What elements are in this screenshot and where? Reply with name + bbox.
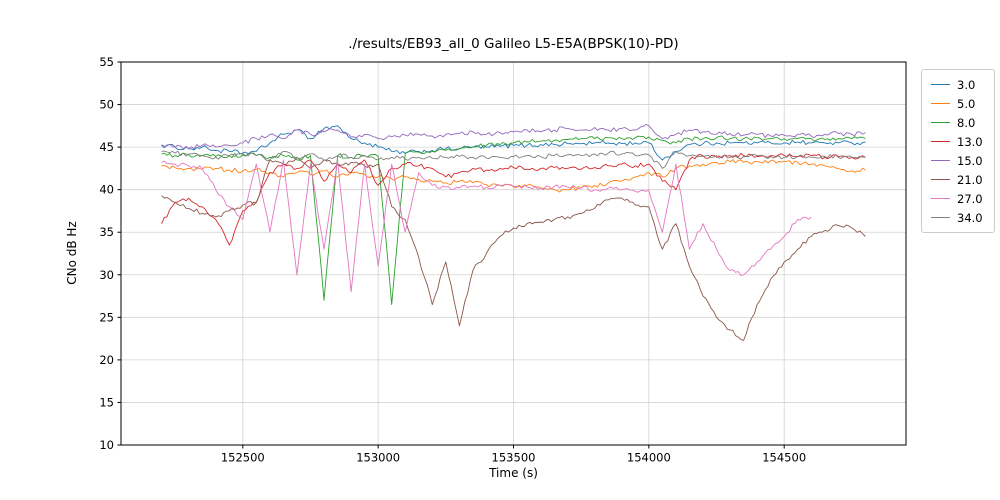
x-axis-label: Time (s) <box>489 466 538 480</box>
series-line-15.0 <box>161 123 866 150</box>
legend-item: 27.0 <box>922 189 994 208</box>
legend-item-label: 27.0 <box>957 191 983 206</box>
y-tick-label: 10 <box>99 438 114 452</box>
x-tick-label: 153000 <box>356 451 400 465</box>
series-line-3.0 <box>161 125 866 161</box>
x-tick-label: 152500 <box>221 451 265 465</box>
legend-item-label: 15.0 <box>957 153 983 168</box>
series-line-21.0 <box>161 156 866 341</box>
series-line-8.0 <box>161 135 866 306</box>
legend-swatch <box>931 217 950 218</box>
legend-item-label: 34.0 <box>957 210 983 225</box>
legend-swatch <box>931 84 950 85</box>
y-tick-label: 45 <box>99 140 114 154</box>
y-tick-label: 50 <box>99 98 114 112</box>
legend: 3.0 5.0 8.0 13.0 15.0 21.0 27.0 34.0 <box>921 69 995 233</box>
legend-item-label: 13.0 <box>957 134 983 149</box>
legend-swatch <box>931 122 950 123</box>
legend-swatch <box>931 160 950 161</box>
legend-item-label: 3.0 <box>957 77 976 92</box>
y-tick-label: 55 <box>99 55 114 69</box>
legend-swatch <box>931 103 950 104</box>
series-line-27.0 <box>161 159 812 293</box>
legend-item: 34.0 <box>922 208 994 227</box>
legend-swatch <box>931 141 950 142</box>
y-tick-label: 30 <box>99 268 114 282</box>
legend-item: 13.0 <box>922 132 994 151</box>
legend-item: 15.0 <box>922 151 994 170</box>
y-tick-label: 15 <box>99 395 114 409</box>
y-tick-label: 35 <box>99 225 114 239</box>
x-tick-label: 153500 <box>492 451 536 465</box>
chart-title: ./results/EB93_all_0 Galileo L5-E5A(BPSK… <box>348 36 679 52</box>
series-line-34.0 <box>161 150 866 169</box>
legend-item: 8.0 <box>922 113 994 132</box>
series-line-5.0 <box>161 159 866 193</box>
y-tick-label: 25 <box>99 310 114 324</box>
legend-item-label: 21.0 <box>957 172 983 187</box>
legend-item-label: 5.0 <box>957 96 976 111</box>
legend-item-label: 8.0 <box>957 115 976 130</box>
legend-swatch <box>931 198 950 199</box>
legend-item: 21.0 <box>922 170 994 189</box>
series-line-13.0 <box>161 152 866 246</box>
x-tick-label: 154500 <box>762 451 806 465</box>
x-tick-label: 154000 <box>627 451 671 465</box>
legend-swatch <box>931 179 950 180</box>
legend-item: 3.0 <box>922 75 994 94</box>
y-tick-label: 40 <box>99 183 114 197</box>
legend-item: 5.0 <box>922 94 994 113</box>
y-tick-label: 20 <box>99 353 114 367</box>
